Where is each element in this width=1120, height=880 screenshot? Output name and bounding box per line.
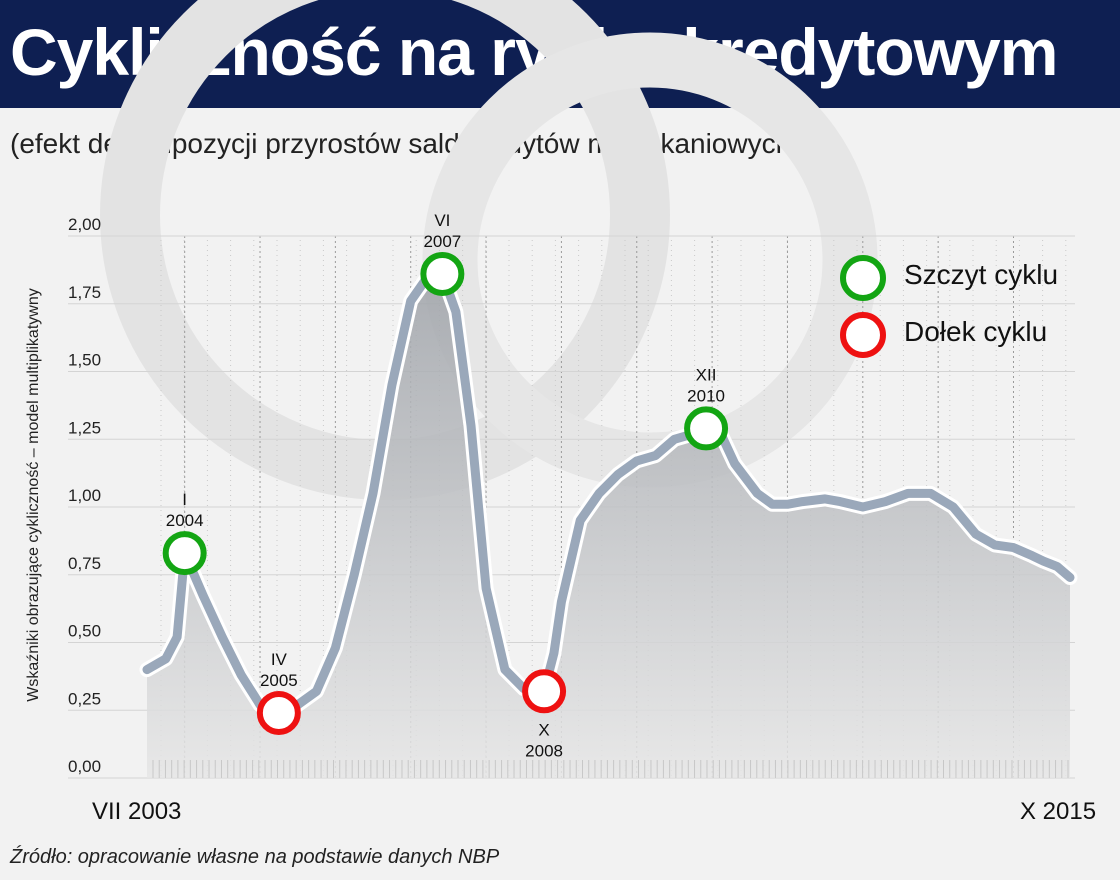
trough-month-label: IV <box>271 650 288 669</box>
peak-marker <box>162 531 207 576</box>
trough-marker <box>522 669 567 714</box>
y-tick-label: 0,25 <box>68 689 101 708</box>
y-axis-label-wrap: Wskaźniki obrazujące cykliczność – model… <box>12 235 56 755</box>
series-area <box>147 273 1070 778</box>
peak-year-label: 2004 <box>166 511 204 530</box>
peak-month-label: XII <box>696 365 717 384</box>
trough-marker <box>256 690 301 735</box>
y-tick-label: 2,00 <box>68 215 101 234</box>
y-tick-label: 0,00 <box>68 757 101 776</box>
y-tick-label: 1,00 <box>68 486 101 505</box>
y-tick-label: 1,50 <box>68 351 101 370</box>
source-note: Źródło: opracowanie własne na podstawie … <box>10 846 500 868</box>
y-tick-label: 0,75 <box>68 554 101 573</box>
trough-year-label: 2008 <box>525 741 563 760</box>
y-tick-label: 1,25 <box>68 418 101 437</box>
x-start-label: VII 2003 <box>92 798 182 825</box>
legend-peak-marker <box>840 255 886 301</box>
peak-year-label: 2010 <box>687 386 725 405</box>
y-axis-label: Wskaźniki obrazujące cykliczność – model… <box>25 288 42 702</box>
trough-year-label: 2005 <box>260 671 298 690</box>
y-tick-label: 1,75 <box>68 283 101 302</box>
trough-month-label: X <box>538 720 549 739</box>
peak-marker <box>420 251 465 296</box>
legend-peak-label: Szczyt cyklu <box>904 259 1059 290</box>
marker-layer: I 2004 IV 2005 VI 2007 X 2008 XII 2010 <box>162 211 729 760</box>
background-decoration <box>100 0 878 500</box>
peak-year-label: 2007 <box>423 232 461 251</box>
peak-marker <box>684 406 729 451</box>
legend-trough-marker <box>840 312 886 358</box>
peak-month-label: I <box>182 490 187 509</box>
peak-month-label: VI <box>434 211 450 230</box>
legend-trough-label: Dołek cyklu <box>904 316 1048 347</box>
x-end-label: X 2015 <box>1020 798 1097 825</box>
y-tick-label: 0,50 <box>68 622 101 641</box>
